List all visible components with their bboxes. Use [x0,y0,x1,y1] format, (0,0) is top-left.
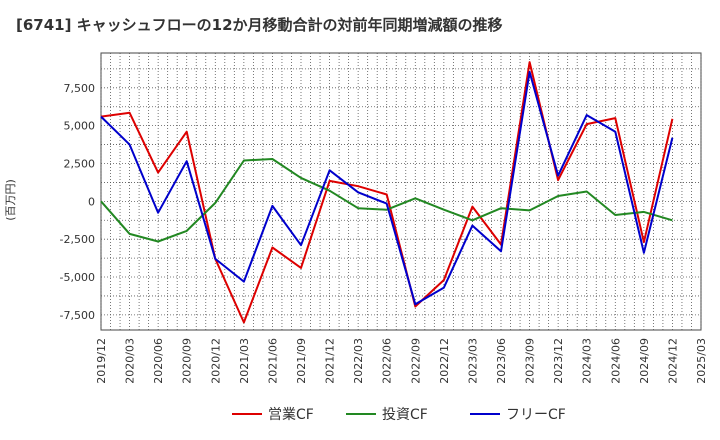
legend: 営業CF 投資CF フリーCF [232,407,566,423]
x-tick-label: 2023/03 [466,338,479,384]
axis-layer: -7,500 -5,000 -2,500 0 2,500 5,000 7,500 2019/1… [4,82,708,384]
y-tick-label: 5,000 [64,120,96,133]
y-tick-label: 0 [88,195,95,208]
x-tick-label: 2024/12 [666,338,679,384]
legend-label: フリーCF [506,407,566,423]
series-layer [100,61,674,324]
x-tick-label: 2022/12 [438,338,451,384]
x-tick-label: 2020/06 [152,338,165,384]
series-line-3 [100,70,674,306]
y-axis-label: (百万円) [4,179,17,221]
x-tick-label: 2025/03 [695,338,708,384]
x-tick-label: 2021/06 [266,338,279,384]
x-tick-label: 2022/06 [381,338,394,384]
x-tick-label: 2024/06 [609,338,622,384]
legend-label: 営業CF [268,407,314,423]
y-tick-label: 7,500 [64,82,96,95]
x-tick-label: 2020/09 [181,338,194,384]
grid-layer [100,52,702,331]
x-tick-label: 2019/12 [95,338,108,384]
series-line-1 [100,61,674,324]
x-tick-label: 2021/09 [295,338,308,384]
legend-label: 投資CF [382,407,428,423]
y-tick-label: -5,000 [60,271,95,284]
x-tick-label: 2023/06 [495,338,508,384]
x-tick-label: 2021/12 [324,338,337,384]
x-tick-label: 2023/12 [552,338,565,384]
x-tick-label: 2020/12 [209,338,222,384]
x-tick-label: 2020/03 [124,338,137,384]
series-line-2 [100,158,673,243]
y-tick-label: 2,500 [64,157,96,170]
x-tick-label: 2023/09 [524,338,537,384]
y-tick-label: -2,500 [60,233,95,246]
y-tick-label: -7,500 [60,309,95,322]
chart-title: [6741] キャッシュフローの12か月移動合計の対前年同期増減額の推移 [16,16,503,34]
x-tick-label: 2022/09 [409,338,422,384]
x-tick-label: 2021/03 [238,338,251,384]
plot-frame [100,52,702,331]
x-tick-label: 2024/09 [638,338,651,384]
x-tick-label: 2024/03 [581,338,594,384]
x-tick-label: 2022/03 [352,338,365,384]
